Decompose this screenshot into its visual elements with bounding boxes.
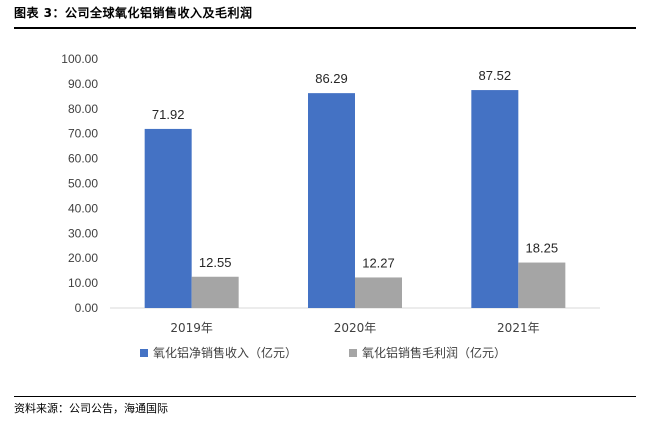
bar-gross-profit — [518, 262, 566, 308]
category-label: 2019年 — [170, 321, 213, 335]
y-tick-label: 90.00 — [68, 77, 98, 91]
y-tick-label: 20.00 — [68, 251, 98, 265]
legend-label: 氧化铝销售毛利润（亿元） — [362, 345, 506, 360]
bar-gross-profit — [355, 277, 402, 308]
title-rule — [14, 27, 636, 29]
bar-revenue — [308, 93, 355, 308]
bar-gross-profit — [191, 276, 239, 308]
y-tick-label: 60.00 — [68, 152, 98, 166]
category-label: 2020年 — [334, 321, 377, 335]
y-tick-label: 50.00 — [68, 177, 98, 191]
bar-revenue — [144, 128, 192, 308]
legend-label: 氧化铝净销售收入（亿元） — [153, 345, 297, 360]
bars — [144, 90, 566, 309]
data-labels: 71.92 12.55 86.29 12.27 87.52 18.25 — [152, 68, 558, 270]
y-tick-label: 80.00 — [68, 102, 98, 116]
y-tick-label: 70.00 — [68, 127, 98, 141]
bar-revenue — [471, 90, 519, 309]
y-tick-label: 10.00 — [68, 276, 98, 290]
figure-title: 图表 3：公司全球氧化铝销售收入及毛利润 — [14, 6, 253, 20]
source-rule — [14, 396, 636, 397]
data-label: 12.27 — [362, 255, 395, 270]
source-note: 资料来源：公司公告，海通国际 — [14, 402, 168, 415]
y-tick-label: 40.00 — [68, 201, 98, 215]
legend: 氧化铝净销售收入（亿元） 氧化铝销售毛利润（亿元） — [140, 345, 506, 360]
data-label: 18.25 — [526, 241, 559, 256]
category-label: 2021年 — [497, 321, 540, 335]
category-labels: 2019年 2020年 2021年 — [170, 321, 539, 335]
y-tick-label: 30.00 — [68, 226, 98, 240]
y-tick-label: 0.00 — [75, 301, 99, 315]
legend-swatch — [140, 349, 148, 357]
data-label: 86.29 — [315, 71, 348, 86]
y-tick-label: 100.00 — [61, 52, 98, 66]
data-label: 12.55 — [199, 255, 232, 270]
legend-swatch — [349, 349, 357, 357]
data-label: 71.92 — [152, 107, 185, 122]
y-axis-ticks: 0.00 10.00 20.00 30.00 40.00 50.00 60.00 70.00 8… — [61, 52, 98, 315]
data-label: 87.52 — [479, 68, 512, 83]
